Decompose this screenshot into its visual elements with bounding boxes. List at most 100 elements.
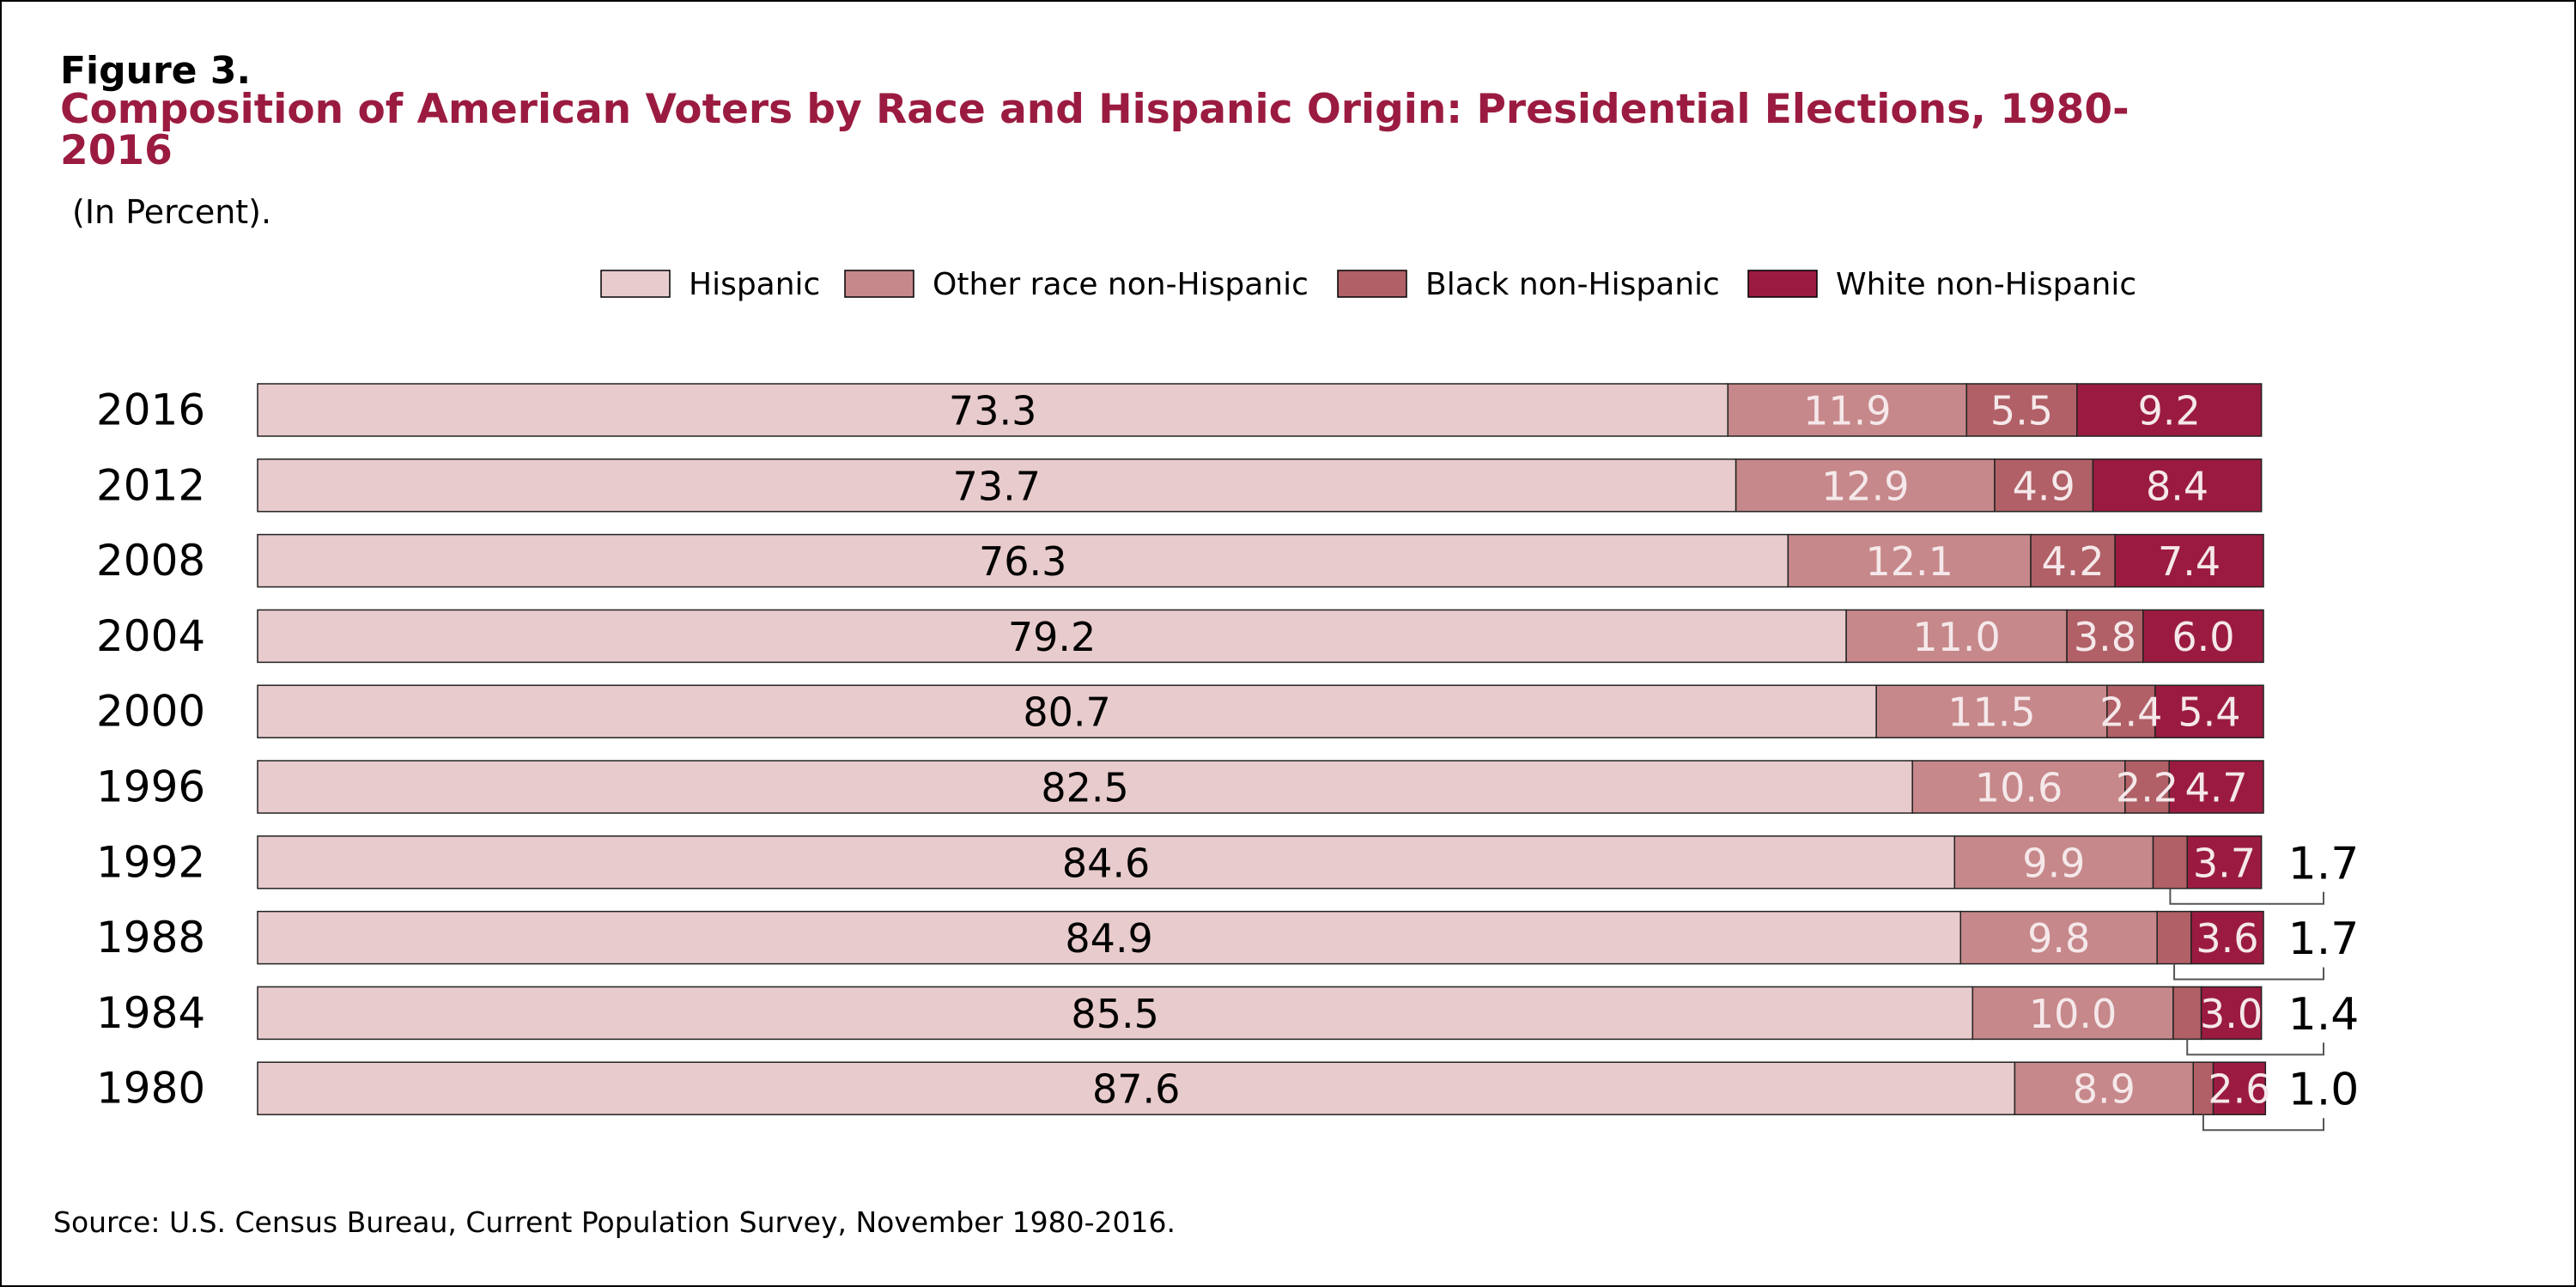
data-label: 84.6	[1062, 840, 1150, 886]
data-label: 2.4	[2099, 689, 2162, 736]
bar-segment	[1994, 458, 2094, 513]
chart-subtitle: (In Percent).	[72, 193, 272, 231]
data-label: 82.5	[1041, 765, 1128, 811]
data-label: 5.5	[1990, 388, 2053, 434]
data-label: 3.8	[2074, 614, 2136, 660]
data-label: 11.9	[1803, 388, 1891, 434]
data-label: 79.2	[1008, 614, 1096, 660]
bar-segment	[2142, 609, 2264, 664]
bar-segment	[1965, 383, 2078, 437]
data-label-callout: 1.4	[2288, 989, 2360, 1041]
bar-segment	[1911, 760, 2126, 814]
callout-bracket	[2173, 963, 2324, 980]
data-label-callout: 1.7	[2288, 914, 2360, 965]
callout-bracket	[2202, 1114, 2324, 1132]
bar-segment	[2212, 1061, 2267, 1115]
y-tick-label: 1988	[96, 913, 205, 962]
y-tick-label: 1996	[96, 762, 205, 812]
bar-segment	[257, 986, 1974, 1041]
data-label: 3.7	[2193, 840, 2256, 886]
bar-segment	[1845, 609, 2068, 664]
data-label: 8.4	[2146, 463, 2208, 509]
bar-segment	[2168, 760, 2264, 814]
data-label: 4.2	[2042, 538, 2105, 585]
data-label: 73.3	[949, 388, 1036, 434]
bar-row-2004: 2004 79.2 11.0 3.8 6.0	[96, 609, 2264, 664]
data-label: 12.9	[1821, 463, 1909, 509]
bar-segment	[2030, 533, 2116, 588]
data-label: 6.0	[2172, 614, 2234, 660]
data-label: 80.7	[1023, 689, 1110, 736]
bar-segment	[1875, 684, 2108, 738]
bar-row-1996: 1996 82.5 10.6 2.2 4.7	[96, 760, 2264, 814]
data-label: 3.6	[2196, 915, 2258, 962]
data-label: 8.9	[2073, 1066, 2136, 1113]
data-label: 12.1	[1865, 538, 1953, 585]
data-label-callout: 1.7	[2288, 838, 2360, 889]
data-label: 9.2	[2138, 388, 2201, 434]
bar-segment	[1959, 910, 2158, 965]
legend-label-black-non-hispanic: Black non-Hispanic	[1425, 267, 1720, 302]
y-tick-label: 1980	[96, 1064, 205, 1114]
bar-segment	[2172, 986, 2202, 1041]
bar-segment	[257, 609, 1847, 664]
data-label: 4.7	[2185, 765, 2248, 811]
bar-segment	[1727, 383, 1968, 437]
data-label: 73.7	[953, 463, 1041, 509]
data-label: 85.5	[1071, 991, 1158, 1037]
data-label: 3.0	[2200, 991, 2263, 1037]
data-label: 11.0	[1912, 614, 2000, 660]
data-label: 11.5	[1947, 689, 2035, 736]
bar-segment	[1953, 835, 2154, 889]
legend-swatch-black-non-hispanic	[1337, 270, 1407, 298]
data-label: 84.9	[1065, 915, 1152, 962]
data-label: 2.6	[2208, 1066, 2270, 1113]
bar-row-1980: 1980 87.6 8.9 1.0 2.6	[96, 1061, 2360, 1132]
bar-segment	[257, 684, 1877, 738]
data-label: 4.9	[2013, 463, 2075, 509]
data-label: 10.6	[1975, 765, 2063, 811]
data-label: 10.0	[2029, 991, 2117, 1037]
bar-row-2008: 2008 76.3 12.1 4.2 7.4	[96, 533, 2264, 588]
bar-row-2000: 2000 80.7 11.5 2.4 5.4	[96, 684, 2264, 738]
bar-row-1992: 1992 84.6 9.9 1.7 3.7	[96, 835, 2360, 905]
y-tick-label: 1984	[96, 988, 205, 1038]
callout-bracket	[2169, 888, 2324, 905]
y-tick-label: 1992	[96, 837, 205, 887]
legend-label-hispanic: Hispanic	[689, 267, 820, 302]
y-tick-label: 2016	[96, 385, 205, 435]
bar-segment	[2092, 458, 2263, 513]
legend-label-other-race-non-hispanic: Other race non-Hispanic	[933, 267, 1309, 302]
legend-label-white-non-hispanic: White non-Hispanic	[1836, 267, 2136, 302]
bar-segment	[2156, 910, 2192, 965]
figure-label: Figure 3.	[60, 49, 252, 93]
bar-segment	[2186, 835, 2263, 889]
bar-segment	[257, 458, 1737, 513]
bar-segment	[1735, 458, 1996, 513]
bar-segment	[2124, 760, 2170, 814]
bar-segment	[257, 533, 1789, 588]
chart-bars: 2016 73.3 11.9 5.5 9.2 2012 73.7 12.9 4.9 8.4 2008…	[96, 383, 2360, 1132]
bar-segment	[2106, 684, 2156, 738]
chart-legend: Hispanic Other race non-Hispanic Black non…	[600, 267, 2136, 302]
data-label: 9.9	[2022, 840, 2085, 886]
bar-segment	[2076, 383, 2263, 437]
legend-swatch-white-non-hispanic	[1747, 270, 1818, 298]
data-label: 2.2	[2116, 765, 2178, 811]
data-label: 5.4	[2178, 689, 2240, 736]
data-label: 87.6	[1092, 1066, 1180, 1113]
chart-title: Composition of American Voters by Race a…	[60, 86, 2129, 174]
data-label-callout: 1.0	[2288, 1065, 2360, 1116]
bar-row-1984: 1984 85.5 10.0 1.4 3.0	[96, 986, 2360, 1056]
bar-segment	[257, 910, 1962, 965]
bar-segment	[2200, 986, 2263, 1041]
y-tick-label: 2004	[96, 611, 205, 661]
callout-bracket	[2186, 1039, 2324, 1056]
bar-segment	[2154, 684, 2264, 738]
bar-segment	[2014, 1061, 2194, 1115]
y-tick-label: 2000	[96, 687, 205, 737]
bar-segment	[2114, 533, 2264, 588]
bar-row-2016: 2016 73.3 11.9 5.5 9.2	[96, 383, 2263, 437]
data-label: 7.4	[2158, 538, 2221, 585]
